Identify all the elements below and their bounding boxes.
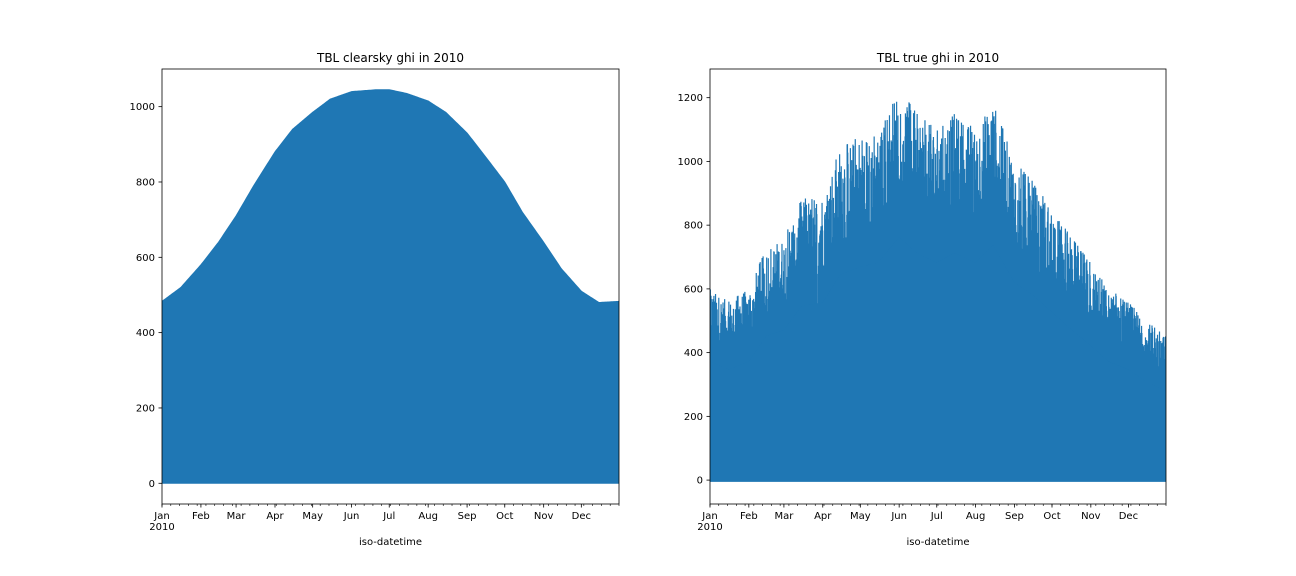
x-tick-label: Jan xyxy=(153,511,169,522)
chart-panel-2: TBL true ghi in 2010 0 200 400 600 800 1000 120… xyxy=(678,51,1167,548)
y-tick-label: 600 xyxy=(684,284,703,295)
x-tick-label: Oct xyxy=(1043,511,1060,522)
clearsky-series-area xyxy=(162,89,619,484)
x-tick-label: Aug xyxy=(966,511,986,522)
y-tick-label: 800 xyxy=(684,221,703,232)
x-tick-label: Jun xyxy=(890,511,907,522)
y-tick-label: 400 xyxy=(136,328,155,339)
y-tick-label: 800 xyxy=(136,177,155,188)
x-tick-label: May xyxy=(850,511,871,522)
x-tick-label: May xyxy=(302,511,323,522)
x-tick-label: Nov xyxy=(1081,511,1101,522)
y-tick-label: 0 xyxy=(149,479,155,490)
x-tick-label: Sep xyxy=(1005,511,1024,522)
x-tick-label: Aug xyxy=(418,511,438,522)
x-tick-label: Dec xyxy=(572,511,591,522)
chart-title: TBL clearsky ghi in 2010 xyxy=(316,51,464,65)
x-tick-sublabel: 2010 xyxy=(149,522,174,533)
x-tick-label: Jan xyxy=(701,511,717,522)
x-tick-label: Mar xyxy=(227,511,247,522)
x-axis-label: iso-datetime xyxy=(359,537,422,548)
x-tick-label: Feb xyxy=(192,511,210,522)
x-tick-label: Jun xyxy=(343,511,360,522)
x-tick-label: Jul xyxy=(930,511,943,522)
x-tick-label: Nov xyxy=(534,511,554,522)
x-axis-label: iso-datetime xyxy=(906,537,969,548)
x-tick-label: Dec xyxy=(1119,511,1138,522)
y-tick-label: 1000 xyxy=(130,102,155,113)
y-tick-label: 0 xyxy=(697,476,703,487)
true-ghi-series-core xyxy=(710,237,1166,482)
x-tick-label: Apr xyxy=(814,511,832,522)
x-tick-sublabel: 2010 xyxy=(697,522,722,533)
chart-panel-1: TBL clearsky ghi in 2010 0 200 400 600 800 100… xyxy=(130,51,620,548)
y-tick-label: 1200 xyxy=(678,93,703,104)
x-tick-label: Jul xyxy=(382,511,395,522)
y-tick-label: 200 xyxy=(136,403,155,414)
y-tick-label: 1000 xyxy=(678,157,703,168)
y-tick-label: 400 xyxy=(684,348,703,359)
x-tick-label: Feb xyxy=(740,511,758,522)
x-tick-label: Sep xyxy=(458,511,477,522)
x-tick-label: Oct xyxy=(496,511,513,522)
y-tick-label: 200 xyxy=(684,412,703,423)
chart-title: TBL true ghi in 2010 xyxy=(876,51,999,65)
x-tick-label: Apr xyxy=(266,511,284,522)
y-tick-label: 600 xyxy=(136,253,155,264)
x-tick-label: Mar xyxy=(774,511,794,522)
